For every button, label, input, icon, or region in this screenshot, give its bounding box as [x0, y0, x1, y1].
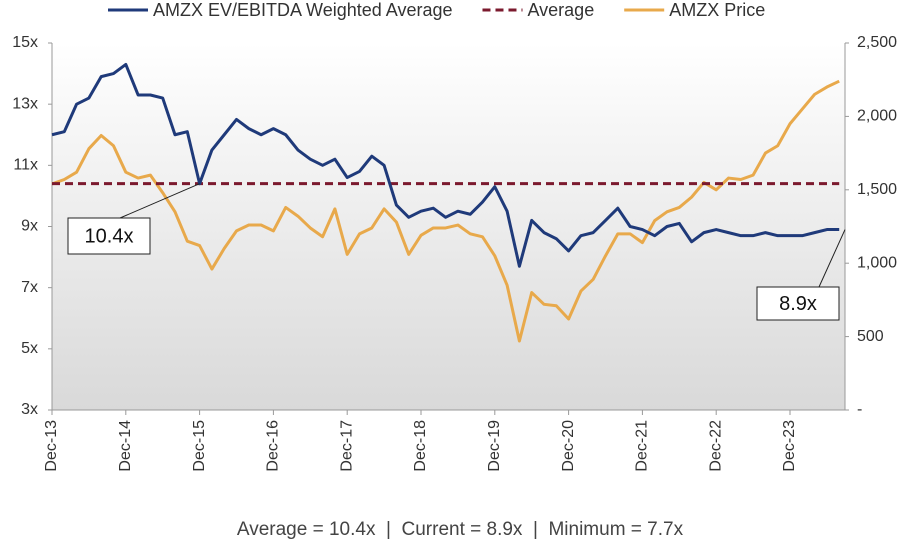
y-tick-label: 11x	[13, 157, 38, 174]
x-tick-label: Dec-20	[560, 420, 577, 472]
x-tick-label: Dec-23	[781, 420, 798, 472]
x-tick-label: Dec-18	[412, 420, 429, 472]
footer: Average = 10.4x | Current = 8.9x | Minim…	[237, 519, 684, 540]
annotation-text: 8.9x	[779, 293, 817, 315]
annotation-pointer	[119, 183, 200, 219]
x-tick-label: Dec-14	[117, 420, 134, 472]
legend-label: AMZX EV/EBITDA Weighted Average	[153, 0, 452, 20]
x-tick-label: Dec-16	[265, 420, 282, 472]
annotation-text: 10.4x	[85, 225, 134, 247]
y2-tick-label: -	[857, 401, 862, 418]
x-tick-label: Dec-17	[338, 420, 355, 472]
x-tick-label: Dec-19	[486, 420, 503, 472]
y2-tick-label: 1,500	[857, 181, 897, 198]
x-tick-label: Dec-21	[634, 420, 651, 472]
annotation-pointer	[818, 229, 846, 288]
y-tick-label: 9x	[21, 218, 38, 235]
legend-label: Average	[527, 0, 594, 20]
y2-tick-label: 500	[857, 328, 884, 345]
x-tick-label: Dec-13	[43, 420, 60, 472]
y2-tick-label: 2,000	[857, 108, 897, 125]
y-tick-label: 5x	[21, 340, 38, 357]
y-tick-label: 13x	[12, 95, 38, 112]
annotation-box	[67, 217, 151, 255]
x-tick-label: Dec-22	[707, 420, 724, 472]
annotation-box	[756, 286, 840, 321]
y-tick-label: 15x	[12, 34, 38, 51]
y2-tick-label: 2,500	[857, 34, 897, 51]
y-tick-label: 3x	[21, 401, 38, 418]
y-tick-label: 7x	[21, 279, 38, 296]
legend-label: AMZX Price	[669, 0, 765, 20]
y2-tick-label: 1,000	[857, 254, 897, 271]
x-tick-label: Dec-15	[191, 420, 208, 472]
series-line	[51, 62, 840, 268]
